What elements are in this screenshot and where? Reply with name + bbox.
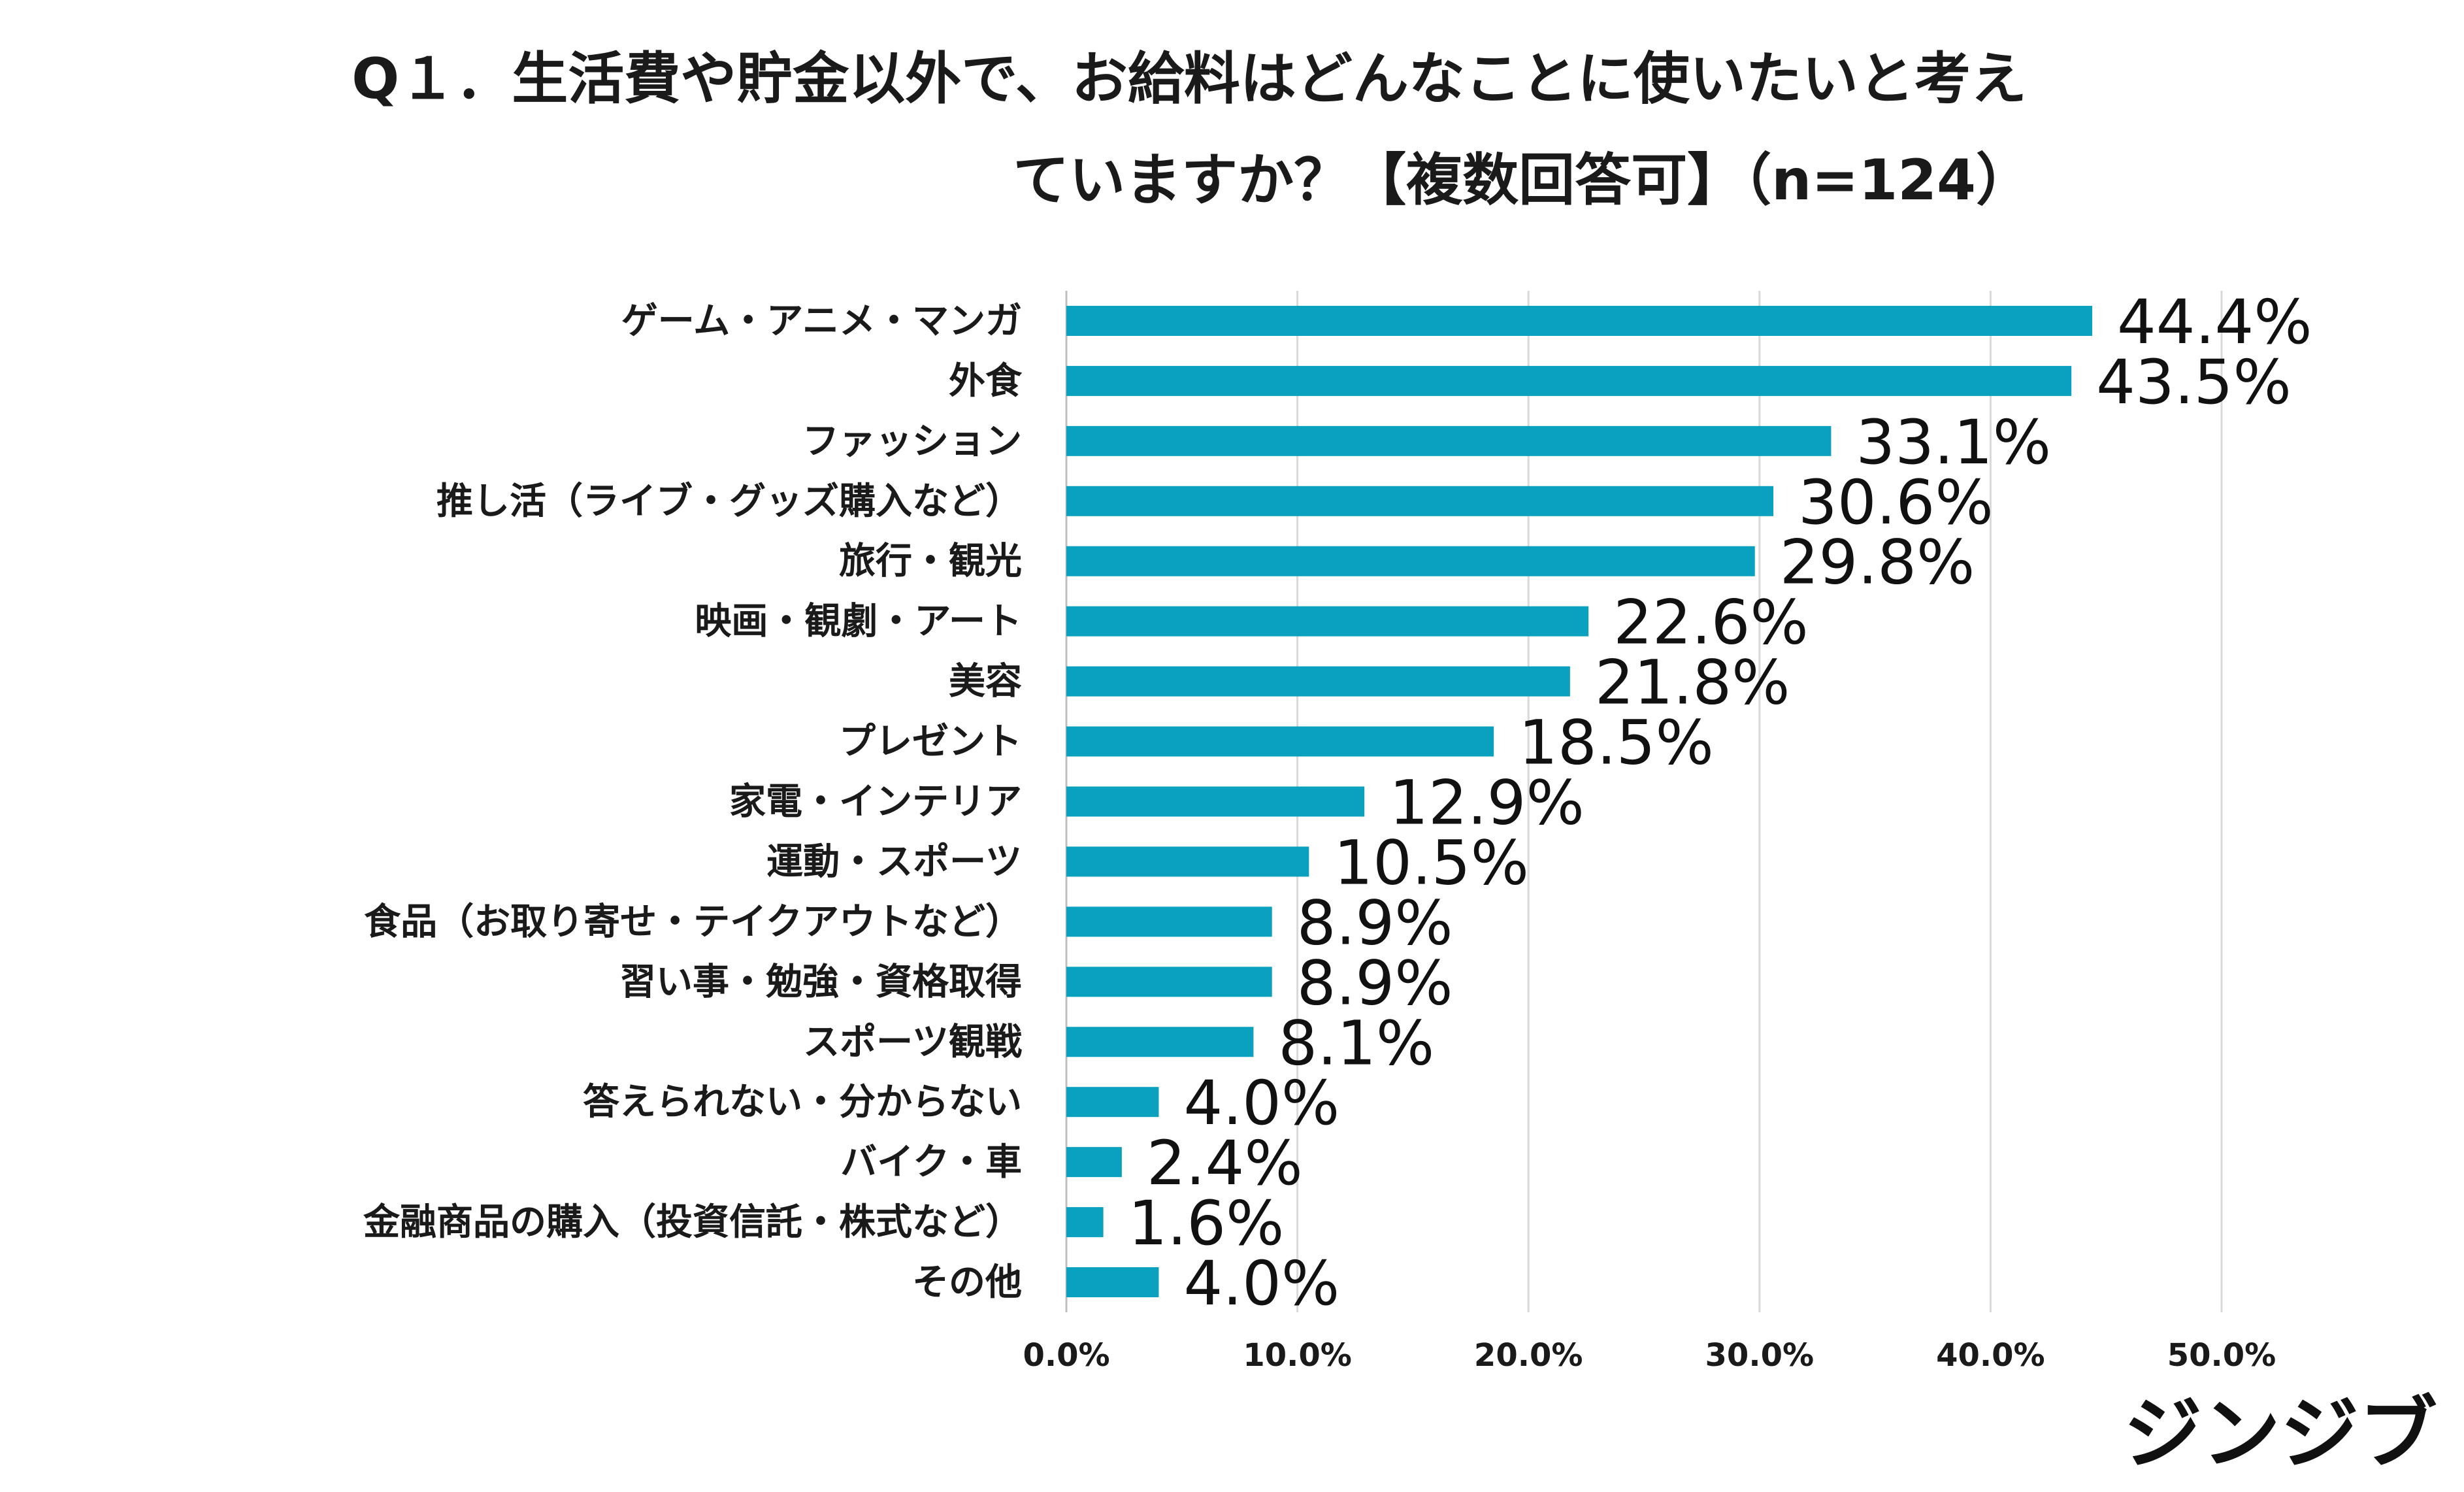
bar — [1066, 786, 1365, 817]
value-label: 30.6% — [1798, 467, 1994, 539]
chart-title-line-2: ていますか？【複数回答可】（n=124） — [1013, 148, 2032, 213]
category-label: 金融商品の購入（投資信託・株式など） — [363, 1201, 1022, 1244]
brand-logo: ジンジブ — [2124, 1389, 2437, 1480]
bar — [1066, 305, 2092, 336]
bar-series — [1066, 305, 2092, 1298]
category-label: 運動・スポーツ — [766, 840, 1022, 883]
bar — [1066, 1147, 1122, 1178]
value-label: 4.0% — [1183, 1248, 1339, 1319]
category-label: ファッション — [802, 420, 1022, 463]
value-label: 43.5% — [2096, 347, 2292, 418]
bar — [1066, 726, 1494, 757]
x-tick-label: 10.0% — [1243, 1337, 1352, 1374]
value-label: 2.4% — [1147, 1128, 1303, 1199]
value-label: 33.1% — [1856, 407, 2051, 478]
x-tick-label: 40.0% — [1936, 1337, 2045, 1374]
bar — [1066, 666, 1570, 697]
category-label: 食品（お取り寄せ・テイクアウトなど） — [364, 901, 1022, 943]
category-label: その他 — [912, 1261, 1022, 1304]
bar — [1066, 846, 1309, 877]
bar — [1066, 486, 1774, 516]
value-label: 12.9% — [1389, 768, 1585, 839]
value-label: 8.9% — [1297, 948, 1453, 1019]
category-label: 旅行・観光 — [839, 540, 1022, 583]
x-tick-label: 0.0% — [1023, 1337, 1109, 1374]
category-label: 答えられない・分からない — [583, 1081, 1022, 1123]
value-labels: 44.4%43.5% 33.1%30.6%29.8%22.6%21.8%18.5%… — [1128, 287, 2312, 1319]
x-tick-labels: 0.0% 10.0% 20.0% 30.0% 40.0% 50.0% — [1023, 1337, 2276, 1374]
category-label: 外食 — [949, 360, 1023, 403]
value-label: 44.4% — [2117, 287, 2312, 358]
chart-title: Q１．生活費や貯金以外で、お給料はどんなことに使いたいと考え ていますか？【複数… — [352, 46, 2032, 213]
bar — [1066, 967, 1272, 997]
value-label: 8.1% — [1278, 1008, 1434, 1079]
category-label: バイク・車 — [840, 1141, 1022, 1184]
value-label: 1.6% — [1128, 1188, 1285, 1259]
value-label: 8.9% — [1297, 887, 1453, 959]
value-label: 10.5% — [1334, 827, 1529, 899]
value-label: 4.0% — [1183, 1068, 1339, 1139]
bar — [1066, 906, 1272, 937]
chart-title-line-1: Q１．生活費や貯金以外で、お給料はどんなことに使いたいと考え — [352, 46, 2027, 112]
bar — [1066, 1027, 1254, 1057]
bar — [1066, 1207, 1104, 1238]
category-label: 推し活（ライブ・グッズ購入など） — [436, 480, 1022, 523]
value-label: 22.6% — [1613, 588, 1809, 659]
x-tick-label: 50.0% — [2167, 1337, 2276, 1374]
bar — [1066, 425, 1832, 456]
bar — [1066, 606, 1589, 637]
x-tick-label: 30.0% — [1705, 1337, 1815, 1374]
bar — [1066, 1087, 1159, 1118]
value-label: 29.8% — [1780, 527, 1975, 599]
category-label: 家電・インテリア — [729, 781, 1022, 823]
bar — [1066, 365, 2072, 396]
gridlines — [1065, 291, 2223, 1312]
value-label: 18.5% — [1519, 708, 1714, 779]
category-label: ゲーム・アニメ・マンガ — [621, 300, 1022, 342]
category-label: 映画・観劇・アート — [695, 601, 1022, 643]
value-label: 21.8% — [1595, 648, 1790, 719]
bar — [1066, 1267, 1159, 1298]
category-label: 美容 — [949, 661, 1022, 703]
category-label: プレゼント — [839, 721, 1022, 763]
x-tick-label: 20.0% — [1474, 1337, 1583, 1374]
bar — [1066, 546, 1755, 576]
category-label: スポーツ観戦 — [803, 1021, 1022, 1063]
category-label: 習い事・勉強・資格取得 — [619, 961, 1022, 1003]
